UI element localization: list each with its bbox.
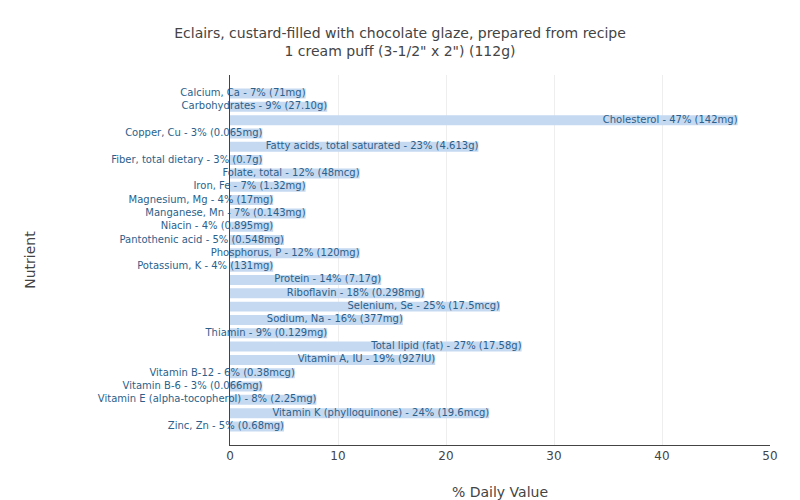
- svg-text:Iron, Fe - 7% (1.32mg): Iron, Fe - 7% (1.32mg): [193, 180, 305, 191]
- svg-text:Calcium, Ca - 7% (71mg): Calcium, Ca - 7% (71mg): [180, 87, 305, 98]
- svg-text:50: 50: [762, 449, 777, 463]
- svg-text:Total lipid (fat) - 27% (17.58: Total lipid (fat) - 27% (17.58g): [370, 340, 521, 351]
- svg-text:Sodium, Na - 16% (377mg): Sodium, Na - 16% (377mg): [267, 313, 403, 324]
- svg-text:Fatty acids, total saturated -: Fatty acids, total saturated - 23% (4.61…: [266, 140, 479, 151]
- svg-text:Manganese, Mn - 7% (0.143mg): Manganese, Mn - 7% (0.143mg): [145, 207, 305, 218]
- svg-text:% Daily Value: % Daily Value: [452, 484, 548, 500]
- svg-text:Phosphorus, P - 12% (120mg): Phosphorus, P - 12% (120mg): [211, 247, 360, 258]
- svg-text:Thiamin - 9% (0.129mg): Thiamin - 9% (0.129mg): [204, 327, 327, 338]
- svg-text:40: 40: [654, 449, 669, 463]
- svg-text:10: 10: [330, 449, 345, 463]
- svg-text:Vitamin K (phylloquinone) - 24: Vitamin K (phylloquinone) - 24% (19.6mcg…: [272, 407, 489, 418]
- svg-text:Vitamin E (alpha-tocopherol) -: Vitamin E (alpha-tocopherol) - 8% (2.25m…: [98, 393, 317, 404]
- svg-text:Eclairs, custard-filled with c: Eclairs, custard-filled with chocolate g…: [174, 25, 626, 59]
- svg-text:Nutrient: Nutrient: [22, 231, 38, 289]
- svg-text:Riboflavin - 18% (0.298mg): Riboflavin - 18% (0.298mg): [287, 287, 425, 298]
- svg-text:0: 0: [226, 449, 234, 463]
- svg-text:Selenium, Se - 25% (17.5mcg): Selenium, Se - 25% (17.5mcg): [347, 300, 500, 311]
- svg-text:Copper, Cu - 3% (0.065mg): Copper, Cu - 3% (0.065mg): [125, 127, 262, 138]
- svg-text:Protein - 14% (7.17g): Protein - 14% (7.17g): [274, 273, 381, 284]
- svg-text:Vitamin A, IU - 19% (927IU): Vitamin A, IU - 19% (927IU): [298, 353, 436, 364]
- svg-text:Folate, total - 12% (48mcg): Folate, total - 12% (48mcg): [222, 167, 359, 178]
- svg-text:Potassium, K - 4% (131mg): Potassium, K - 4% (131mg): [137, 260, 273, 271]
- svg-text:Magnesium, Mg - 4% (17mg): Magnesium, Mg - 4% (17mg): [129, 194, 274, 205]
- svg-text:Fiber, total dietary - 3% (0.7: Fiber, total dietary - 3% (0.7g): [111, 154, 262, 165]
- svg-text:Pantothenic acid - 5% (0.548mg: Pantothenic acid - 5% (0.548mg): [119, 234, 284, 245]
- svg-text:Carbohydrates - 9% (27.10g): Carbohydrates - 9% (27.10g): [182, 100, 328, 111]
- svg-text:Cholesterol - 47% (142mg): Cholesterol - 47% (142mg): [603, 114, 738, 125]
- svg-text:Vitamin B-6 - 3% (0.066mg): Vitamin B-6 - 3% (0.066mg): [123, 380, 263, 391]
- svg-text:Vitamin B-12 - 6% (0.38mcg): Vitamin B-12 - 6% (0.38mcg): [149, 367, 294, 378]
- svg-text:20: 20: [438, 449, 453, 463]
- svg-text:Niacin - 4% (0.895mg): Niacin - 4% (0.895mg): [161, 220, 274, 231]
- svg-text:Zinc, Zn - 5% (0.68mg): Zinc, Zn - 5% (0.68mg): [168, 420, 284, 431]
- svg-text:30: 30: [546, 449, 561, 463]
